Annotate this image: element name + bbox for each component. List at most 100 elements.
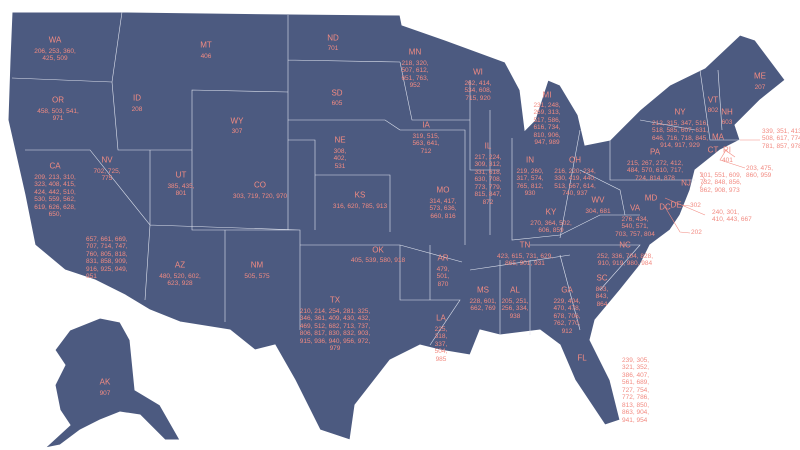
area-codes: 215, 267, 272, 412, 484, 570, 610, 717, …	[626, 160, 684, 182]
state-abbr: SC	[596, 273, 608, 283]
area-codes: 276, 434, 540, 571, 703, 757, 804	[615, 216, 655, 238]
area-codes: 603	[721, 119, 733, 126]
area-codes: 239, 305, 321, 352, 386, 407, 561, 689, …	[622, 357, 650, 424]
state-abbr: MT	[200, 40, 212, 50]
area-codes: 270, 364, 502, 606, 859	[530, 220, 572, 235]
area-codes: 480, 520, 602, 623, 928	[159, 273, 201, 288]
area-codes: 385, 435, 801	[167, 183, 195, 198]
area-codes: 505, 575	[244, 273, 270, 280]
state-abbr: NC	[619, 240, 631, 250]
area-codes: 423, 615, 731, 629, 865, 901, 931	[496, 253, 554, 268]
area-codes: 201, 551, 609, 732, 848, 856, 862, 908, …	[700, 172, 742, 194]
state-abbr: DE	[670, 200, 682, 210]
area-codes: 252, 336, 704, 828, 910, 919, 980, 984	[596, 253, 654, 268]
state-abbr: OK	[372, 245, 384, 255]
state-abbr: MN	[408, 47, 422, 57]
state-abbr: MO	[436, 185, 450, 195]
area-codes: 316, 620, 785, 913	[332, 203, 388, 210]
area-codes: 314, 417, 573, 636, 660, 816	[429, 198, 457, 220]
area-codes: 303, 719, 720, 970	[232, 193, 288, 200]
area-codes: 228, 601, 662, 769	[469, 298, 497, 313]
state-abbr: WI	[473, 67, 483, 77]
area-codes: 307	[231, 128, 243, 135]
state-abbr: RI	[723, 145, 731, 155]
state-abbr: NM	[250, 260, 264, 270]
state-abbr: ID	[133, 93, 141, 103]
area-codes: 907	[99, 390, 111, 397]
area-codes: 406	[200, 53, 212, 60]
state-abbr: AK	[99, 377, 111, 387]
state-abbr: AL	[510, 285, 520, 295]
area-codes: 802	[707, 107, 719, 114]
area-codes: 217, 224, 309, 312, 331, 618, 630, 708, …	[474, 154, 502, 206]
state-abbr: TX	[329, 295, 341, 305]
area-codes: 205, 251, 256, 334, 938	[501, 298, 529, 320]
state-abbr: MA	[712, 132, 724, 142]
state-abbr: WV	[591, 195, 605, 205]
state-abbr: TN	[519, 240, 531, 250]
state-abbr: CA	[49, 161, 61, 171]
state-abbr: VT	[707, 95, 719, 105]
area-codes: 219, 260, 317, 574, 765, 812, 930	[516, 168, 544, 198]
continental-us	[7, 11, 786, 441]
state-abbr: OR	[52, 95, 64, 105]
area-codes: 203, 475, 860, 959	[746, 165, 774, 180]
area-codes: 339, 351, 413, 508, 617, 774, 781, 857, …	[762, 128, 800, 150]
area-codes: 702, 725, 775	[93, 168, 121, 183]
area-codes: 803, 843, 864	[595, 286, 609, 308]
state-abbr: MD	[644, 193, 658, 203]
area-codes: 231, 248, 269, 313, 517, 586, 616, 734, …	[533, 102, 561, 147]
area-codes: 479, 501, 870	[436, 266, 450, 288]
state-abbr: FL	[577, 353, 587, 363]
area-codes: 605	[331, 100, 343, 107]
state-abbr: CO	[254, 180, 266, 190]
area-codes: 208	[131, 106, 143, 113]
area-codes: 657, 661, 669, 707, 714, 747, 760, 805, …	[86, 236, 128, 281]
area-codes: 229, 404, 470, 478, 678, 706, 762, 770, …	[553, 298, 581, 335]
state-abbr: AZ	[174, 260, 186, 270]
area-codes: 308, 402, 531	[333, 148, 347, 170]
area-codes: 405, 539, 580, 918	[350, 257, 406, 264]
state-abbr: PA	[649, 147, 661, 157]
state-abbr: CT	[707, 145, 719, 155]
state-abbr: ND	[327, 33, 339, 43]
state-abbr: OH	[569, 155, 581, 165]
state-abbr: NV	[101, 155, 113, 165]
state-abbr: VA	[629, 203, 641, 213]
state-abbr: NH	[721, 107, 733, 117]
area-codes: 240, 301, 410, 443, 667	[712, 209, 752, 224]
state-abbr: NJ	[681, 178, 691, 188]
area-codes: 216, 220, 234, 330, 419, 440, 513, 567, …	[554, 168, 596, 198]
state-abbr: SD	[331, 88, 343, 98]
state-abbr: IL	[484, 141, 492, 151]
area-codes: 225, 318, 337, 504, 985	[434, 326, 448, 363]
state-abbr: WA	[48, 35, 62, 45]
area-codes: 262, 414, 534, 608, 715, 920	[464, 80, 492, 102]
state-abbr: NY	[674, 107, 686, 117]
state-abbr: IA	[422, 120, 430, 130]
state-abbr: LA	[436, 313, 446, 323]
area-codes: 319, 515, 563, 641, 712	[412, 133, 440, 155]
area-codes: 302	[690, 202, 701, 209]
state-abbr: AR	[437, 253, 449, 263]
state-abbr: GA	[561, 285, 573, 295]
state-abbr: KY	[545, 207, 557, 217]
alaska	[43, 317, 181, 449]
state-borders	[11, 11, 740, 346]
area-codes: 207	[754, 84, 766, 91]
state-abbr: UT	[175, 170, 187, 180]
state-abbr: DC	[659, 202, 671, 212]
state-abbr: WY	[230, 116, 244, 126]
area-codes: 304, 681	[585, 208, 611, 215]
area-codes: 218, 320, 507, 612, 651, 763, 952	[401, 60, 429, 90]
leader-lines	[664, 139, 760, 234]
state-abbr: IN	[526, 155, 534, 165]
area-codes: 458, 503, 541, 971	[37, 108, 79, 123]
state-abbr: MI	[542, 90, 552, 100]
area-codes: 701	[327, 45, 339, 52]
area-codes: 202	[691, 229, 702, 236]
area-codes: 401	[722, 157, 733, 164]
area-codes: 210, 214, 254, 281, 325, 346, 361, 409, …	[299, 308, 371, 353]
